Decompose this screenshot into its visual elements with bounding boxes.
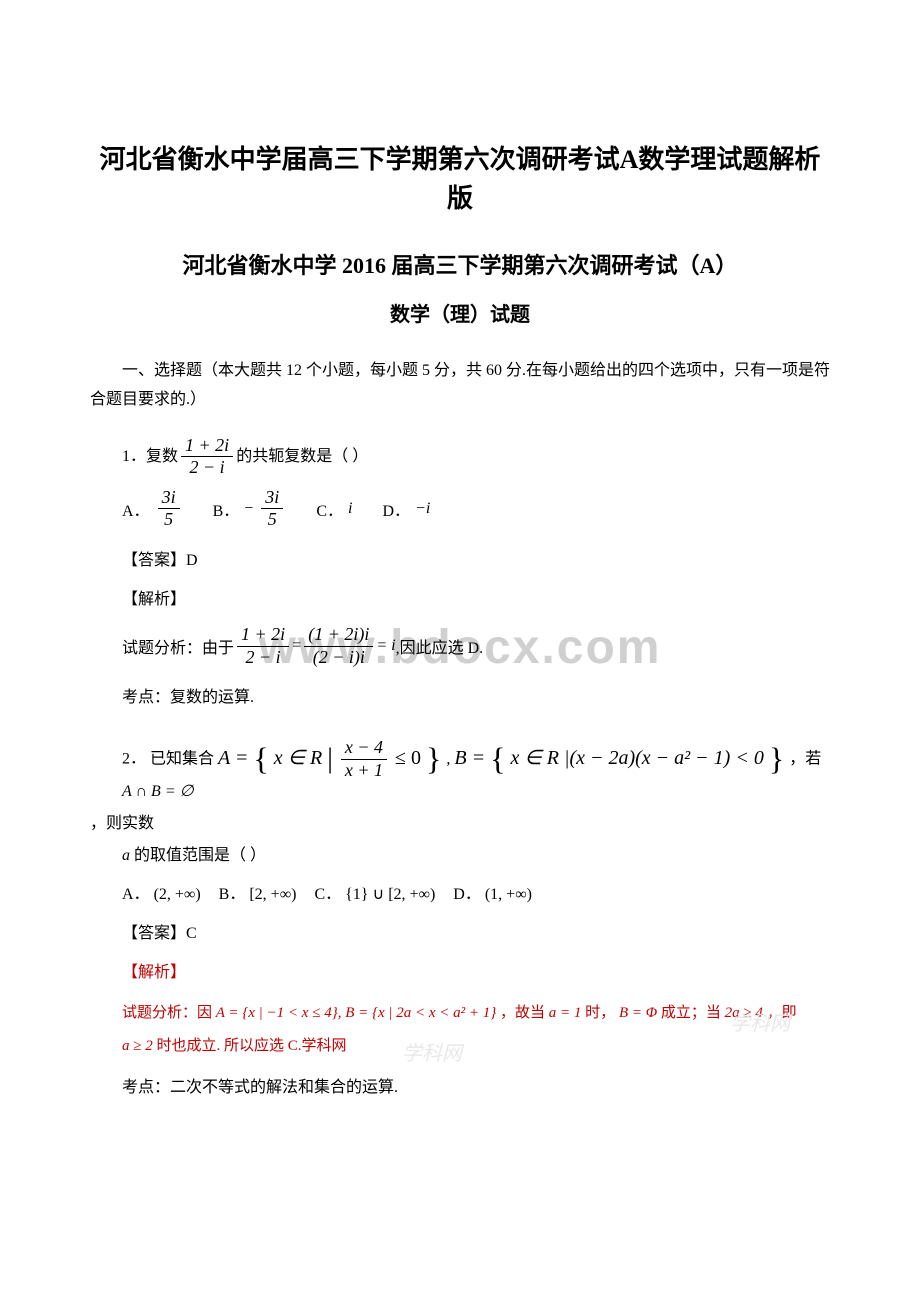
q2-opt-d-label: D． bbox=[453, 880, 481, 904]
q1-an-eq1: = bbox=[292, 637, 301, 655]
q2-red-math1: A = {x | −1 < x ≤ 4}, B = {x | 2a < x < … bbox=[216, 1005, 497, 1021]
q1-analysis-before: 试题分析：由于 bbox=[122, 634, 234, 658]
q2-red2-math: a ≥ 2 bbox=[122, 1038, 153, 1054]
q1-analysis-frac1: 1 + 2i 2 − i bbox=[237, 624, 289, 668]
q2-red-mid: ，故当 bbox=[500, 1005, 545, 1021]
q2-option-a: A． (2, +∞) bbox=[122, 880, 201, 904]
q2-set-a-frac: x − 4 x + 1 bbox=[341, 737, 387, 781]
q2-option-b: B． [2, +∞) bbox=[219, 880, 297, 904]
q1-opt-b-prefix: − bbox=[244, 500, 253, 518]
q2-red-line1: 试题分析：因 A = {x | −1 < x ≤ 4}, B = {x | 2a… bbox=[122, 997, 830, 1030]
q1-number: 1． bbox=[122, 439, 146, 474]
q1-answer: 【答案】D bbox=[122, 546, 830, 570]
q1-analysis-content: 试题分析：由于 1 + 2i 2 − i = (1 + 2i)i (2 − i)… bbox=[122, 624, 830, 668]
q1-an-frac1-num: 1 + 2i bbox=[237, 624, 289, 647]
q2-seta-num: x − 4 bbox=[341, 737, 387, 760]
q1-an-frac2-num: (1 + 2i)i bbox=[304, 624, 373, 647]
q2-number: 2． bbox=[122, 751, 146, 768]
q2-opt-c-label: C． bbox=[314, 880, 341, 904]
q1-opt-a-den: 5 bbox=[160, 509, 177, 531]
q1-analysis-after: ,因此应选 D. bbox=[396, 634, 484, 658]
q1-frac-num: 1 + 2i bbox=[181, 435, 233, 458]
q2-question-line2: ，则实数 bbox=[90, 809, 830, 833]
q2-analysis-red-block: 试题分析：因 A = {x | −1 < x ≤ 4}, B = {x | 2a… bbox=[122, 997, 830, 1063]
q1-an-frac2-den: (2 − i)i bbox=[309, 647, 369, 669]
q2-option-d: D． (1, +∞) bbox=[453, 880, 532, 904]
q2-condition: A ∩ B = ∅ bbox=[122, 783, 194, 800]
q2-set-a-after: ≤ 0 bbox=[395, 747, 421, 769]
q1-opt-d-val: −i bbox=[415, 500, 430, 518]
brace-right-a: } bbox=[426, 740, 441, 776]
q2-option-c: C． {1} ∪ [2, +∞) bbox=[314, 880, 435, 904]
q2-red-before: 试题分析：因 bbox=[122, 1005, 212, 1021]
q2-red-math2: a = 1 bbox=[549, 1005, 582, 1021]
brace-left-b: { bbox=[490, 740, 505, 776]
q1-option-b: B． − 3i 5 bbox=[213, 487, 287, 531]
q2-opt-d-val: (1, +∞) bbox=[485, 886, 532, 904]
brace-left-a: { bbox=[253, 740, 268, 776]
q1-fraction: 1 + 2i 2 − i bbox=[181, 435, 233, 479]
q1-analysis-label: 【解析】 bbox=[122, 585, 830, 609]
q1-opt-b-den: 5 bbox=[264, 509, 281, 531]
q1-opt-b-label: B． bbox=[213, 497, 240, 521]
q1-text-before: 复数 bbox=[146, 439, 178, 474]
q2-opt-c-val: {1} ∪ [2, +∞) bbox=[345, 884, 435, 904]
q1-opt-a-label: A． bbox=[122, 497, 150, 521]
q1-option-a: A． 3i 5 bbox=[122, 487, 183, 531]
sub-title: 河北省衡水中学 2016 届高三下学期第六次调研考试（A） bbox=[90, 248, 830, 280]
q2-opt-a-val: (2, +∞) bbox=[154, 886, 201, 904]
subject-title: 数学（理）试题 bbox=[90, 298, 830, 327]
q2-red-line2: a ≥ 2 时也成立. 所以应选 C.学科网 bbox=[122, 1030, 830, 1063]
q1-an-eq2: = i bbox=[376, 637, 395, 655]
q1-frac-den: 2 − i bbox=[186, 457, 229, 479]
q1-option-d: D． −i bbox=[382, 497, 430, 521]
q1-options: A． 3i 5 B． − 3i 5 C． i D． −i bbox=[122, 487, 830, 531]
q1-opt-c-label: C． bbox=[316, 497, 343, 521]
q1-opt-d-label: D． bbox=[382, 497, 410, 521]
faded-mark-2: 学科网 bbox=[402, 1037, 462, 1066]
q1-opt-a-num: 3i bbox=[158, 487, 180, 510]
q1-opt-b-num: 3i bbox=[261, 487, 283, 510]
q2-answer: 【答案】C bbox=[122, 919, 830, 943]
q2-analysis-label: 【解析】 bbox=[122, 958, 830, 982]
q1-text-after: 的共轭复数是（ ） bbox=[236, 439, 368, 474]
q1-analysis-frac2: (1 + 2i)i (2 − i)i bbox=[304, 624, 373, 668]
q2-opt-b-label: B． bbox=[219, 880, 246, 904]
q1-topic: 考点：复数的运算. bbox=[122, 683, 830, 707]
q2-set-a-prefix: A = bbox=[218, 747, 248, 769]
q2-red-math3: B = Φ bbox=[619, 1005, 657, 1021]
q1-opt-b-frac: 3i 5 bbox=[261, 487, 283, 531]
vbar-a: | bbox=[327, 743, 333, 774]
q2-question-line3: a 的取值范围是（ ） bbox=[122, 841, 830, 865]
q2-opt-b-val: [2, +∞) bbox=[249, 886, 296, 904]
q2-text-before: 已知集合 bbox=[150, 751, 214, 768]
q2-set-b-content: x ∈ R |(x − 2a)(x − a² − 1) < 0 bbox=[510, 747, 763, 769]
q1-option-c: C． i bbox=[316, 497, 352, 521]
section-intro: 一、选择题（本大题共 12 个小题，每小题 5 分，共 60 分.在每小题给出的… bbox=[90, 357, 830, 415]
q1-opt-c-val: i bbox=[348, 500, 352, 518]
q2-var-a: a bbox=[122, 847, 130, 864]
faded-mark-1: 学科网 bbox=[730, 1007, 790, 1036]
content-container: 河北省衡水中学届高三下学期第六次调研考试A数学理试题解析版 河北省衡水中学 20… bbox=[90, 140, 830, 1097]
q2-line3-text: 的取值范围是（ ） bbox=[134, 847, 266, 864]
q1-question: 1． 复数 1 + 2i 2 − i 的共轭复数是（ ） bbox=[122, 435, 830, 479]
q2-red-mid2: 时， bbox=[585, 1005, 615, 1021]
q2-red-mid3: 成立；当 bbox=[661, 1005, 721, 1021]
q2-options: A． (2, +∞) B． [2, +∞) C． {1} ∪ [2, +∞) D… bbox=[122, 880, 830, 904]
main-title: 河北省衡水中学届高三下学期第六次调研考试A数学理试题解析版 bbox=[90, 140, 830, 218]
q2-topic: 考点：二次不等式的解法和集合的运算. bbox=[122, 1073, 830, 1097]
q2-set-a-before: x ∈ R bbox=[274, 747, 323, 769]
q2-question-line1: 2． 已知集合 A = { x ∈ R | x − 4 x + 1 ≤ 0 } … bbox=[122, 737, 830, 801]
q2-red2-text: 时也成立. 所以应选 C.学科网 bbox=[156, 1038, 346, 1054]
q2-set-b: B = { x ∈ R |(x − 2a)(x − a² − 1) < 0 } bbox=[454, 747, 789, 769]
q1-opt-a-frac: 3i 5 bbox=[158, 487, 180, 531]
q1-an-frac1-den: 2 − i bbox=[242, 647, 285, 669]
q2-opt-a-label: A． bbox=[122, 880, 150, 904]
brace-right-b: } bbox=[769, 740, 784, 776]
q2-set-a: A = { x ∈ R | x − 4 x + 1 ≤ 0 } bbox=[218, 747, 446, 769]
q2-text-mid: ，若 bbox=[789, 751, 821, 768]
q2-set-b-prefix: B = bbox=[454, 747, 485, 769]
q2-seta-den: x + 1 bbox=[341, 760, 387, 782]
